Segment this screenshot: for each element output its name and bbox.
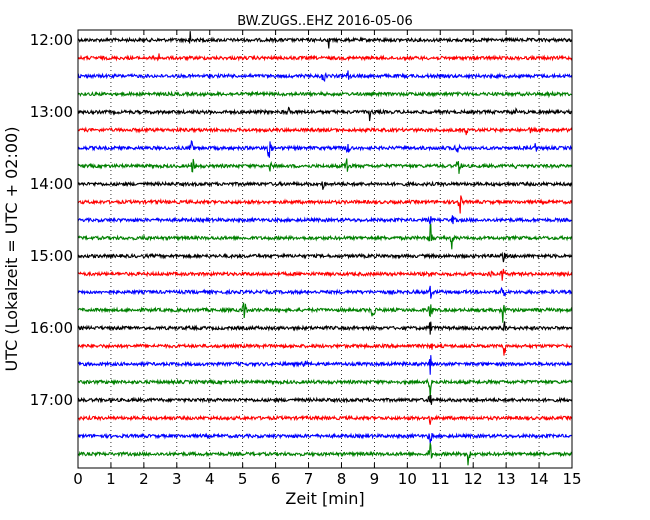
x-tick-label-8: 8 [337, 470, 347, 488]
y-axis-ticks: 12:00 13:00 14:00 15:00 16:00 17:00 [30, 31, 572, 409]
traces [77, 31, 573, 466]
x-tick-label-1: 1 [106, 470, 116, 488]
x-tick-label-13: 13 [497, 470, 516, 488]
x-tick-label-7: 7 [304, 470, 314, 488]
plot-frame [77, 29, 573, 469]
y-tick-label: 16:00 [30, 319, 73, 337]
y-tick-label: 12:00 [30, 31, 73, 49]
trace-1215 [77, 53, 573, 62]
x-tick-label-12: 12 [464, 470, 483, 488]
x-tick-label-0: 0 [73, 470, 83, 488]
x-axis-label: Zeit [min] [285, 489, 364, 508]
trace-1545 [77, 302, 573, 323]
x-tick-label-3: 3 [172, 470, 182, 488]
x-tick-label-4: 4 [205, 470, 215, 488]
y-axis-label: UTC (Lokalzeit = UTC + 02:00) [2, 127, 21, 372]
trace-1315 [77, 126, 573, 136]
trace-1415 [77, 195, 573, 214]
trace-1245 [77, 90, 573, 99]
trace-1700 [77, 394, 572, 405]
y-tick-label: 14:00 [30, 175, 73, 193]
y-tick-label: 13:00 [30, 103, 73, 121]
y-tick-label: 17:00 [30, 391, 73, 409]
x-tick-label-2: 2 [139, 470, 149, 488]
y-tick-label: 15:00 [30, 247, 73, 265]
x-tick-label-6: 6 [271, 470, 281, 488]
trace-1330 [77, 140, 573, 158]
x-tick-label-9: 9 [370, 470, 380, 488]
trace-1615 [77, 342, 573, 356]
trace-1230 [77, 70, 573, 83]
x-tick-label-11: 11 [431, 470, 450, 488]
trace-1600 [77, 321, 573, 335]
x-tick-label-14: 14 [530, 470, 549, 488]
trace-1200 [77, 31, 573, 49]
trace-1730 [77, 432, 573, 444]
trace-1745 [77, 442, 573, 466]
chart-title: BW.ZUGS..EHZ 2016-05-06 [237, 14, 413, 29]
trace-1500 [77, 251, 573, 263]
trace-1530 [77, 285, 573, 299]
trace-1445 [77, 223, 573, 250]
x-tick-label-15: 15 [562, 470, 581, 488]
x-axis-ticks: 0 1 2 3 4 5 6 7 8 9 10 11 12 13 14 15 [73, 30, 582, 488]
trace-1300 [77, 106, 572, 122]
trace-1630 [77, 355, 573, 375]
trace-1645 [77, 377, 573, 398]
trace-1400 [77, 180, 573, 190]
x-tick-label-10: 10 [398, 470, 417, 488]
trace-1430 [77, 215, 572, 225]
trace-1715 [77, 414, 573, 425]
x-tick-label-5: 5 [238, 470, 248, 488]
trace-1515 [77, 268, 573, 281]
trace-1345 [77, 158, 573, 174]
